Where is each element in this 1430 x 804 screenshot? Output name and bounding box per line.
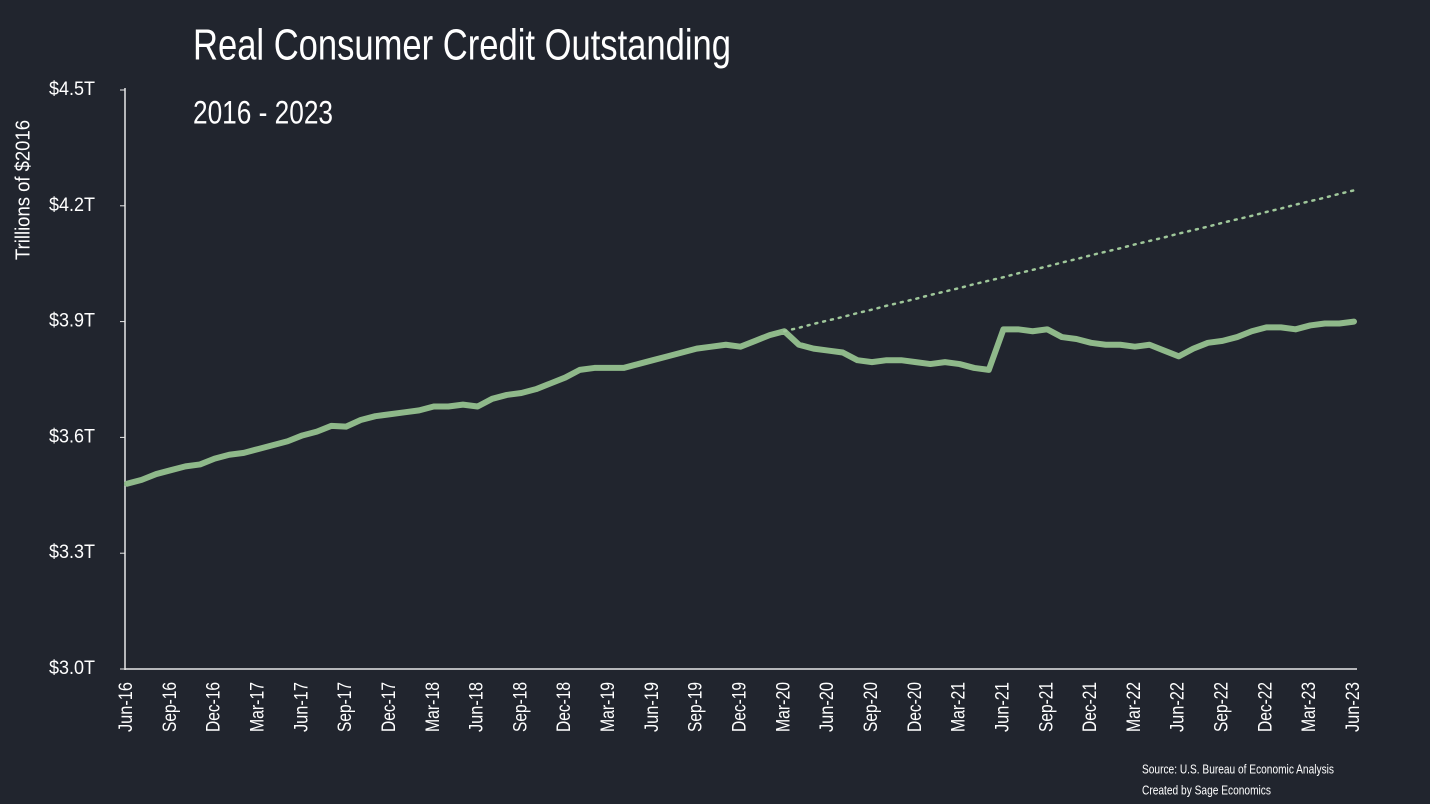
x-tick-label: Jun-17 bbox=[291, 682, 312, 732]
x-tick-label: Mar-18 bbox=[423, 682, 444, 732]
x-tick-label: Dec-18 bbox=[554, 682, 575, 732]
x-tick-label: Jun-19 bbox=[642, 682, 663, 732]
y-tick-label: $3.6T bbox=[49, 426, 95, 447]
x-tick-label: Sep-20 bbox=[861, 682, 882, 732]
y-tick-label: $4.2T bbox=[49, 195, 95, 216]
y-axis-label: Trillions of $2016 bbox=[12, 120, 34, 260]
x-tick-label: Sep-16 bbox=[160, 682, 181, 732]
x-tick-label: Jun-23 bbox=[1343, 682, 1364, 732]
x-tick-label: Sep-18 bbox=[510, 682, 531, 732]
chart-subtitle: 2016 - 2023 bbox=[193, 94, 333, 130]
data-line bbox=[124, 318, 1357, 487]
x-tick-label: Dec-22 bbox=[1255, 682, 1276, 732]
x-tick-label: Jun-22 bbox=[1168, 682, 1189, 732]
chart-title: Real Consumer Credit Outstanding bbox=[193, 21, 731, 70]
x-tick-label: Sep-17 bbox=[335, 682, 356, 732]
x-tick-label: Dec-21 bbox=[1080, 682, 1101, 732]
x-tick-label: Jun-18 bbox=[467, 682, 488, 732]
y-tick-label: $3.3T bbox=[49, 542, 95, 563]
x-tick-label: Sep-21 bbox=[1036, 682, 1057, 732]
x-tick-label: Dec-20 bbox=[905, 682, 926, 732]
source-note: Source: U.S. Bureau of Economic Analysis bbox=[1142, 761, 1334, 776]
x-tick-label: Jun-20 bbox=[817, 682, 838, 732]
x-tick-label: Dec-17 bbox=[379, 682, 400, 732]
x-tick-label: Mar-17 bbox=[247, 682, 268, 732]
x-tick-label: Mar-22 bbox=[1124, 682, 1145, 732]
x-tick-label: Sep-22 bbox=[1212, 682, 1233, 732]
x-tick-label: Mar-20 bbox=[773, 682, 794, 732]
x-tick-label: Jun-21 bbox=[992, 682, 1013, 732]
y-tick-label: $4.5T bbox=[49, 79, 95, 100]
trend-line bbox=[783, 189, 1356, 333]
y-tick-label: $3.0T bbox=[49, 658, 95, 679]
y-tick-label: $3.9T bbox=[49, 311, 95, 332]
x-tick-label: Dec-19 bbox=[730, 682, 751, 732]
x-tick-label: Jun-16 bbox=[116, 682, 137, 732]
credit-note: Created by Sage Economics bbox=[1142, 782, 1271, 797]
x-tick-label: Mar-21 bbox=[949, 682, 970, 732]
x-tick-label: Dec-16 bbox=[204, 682, 225, 732]
x-tick-label: Mar-23 bbox=[1299, 682, 1320, 732]
x-tick-label: Sep-19 bbox=[686, 682, 707, 732]
x-tick-label: Mar-19 bbox=[598, 682, 619, 732]
